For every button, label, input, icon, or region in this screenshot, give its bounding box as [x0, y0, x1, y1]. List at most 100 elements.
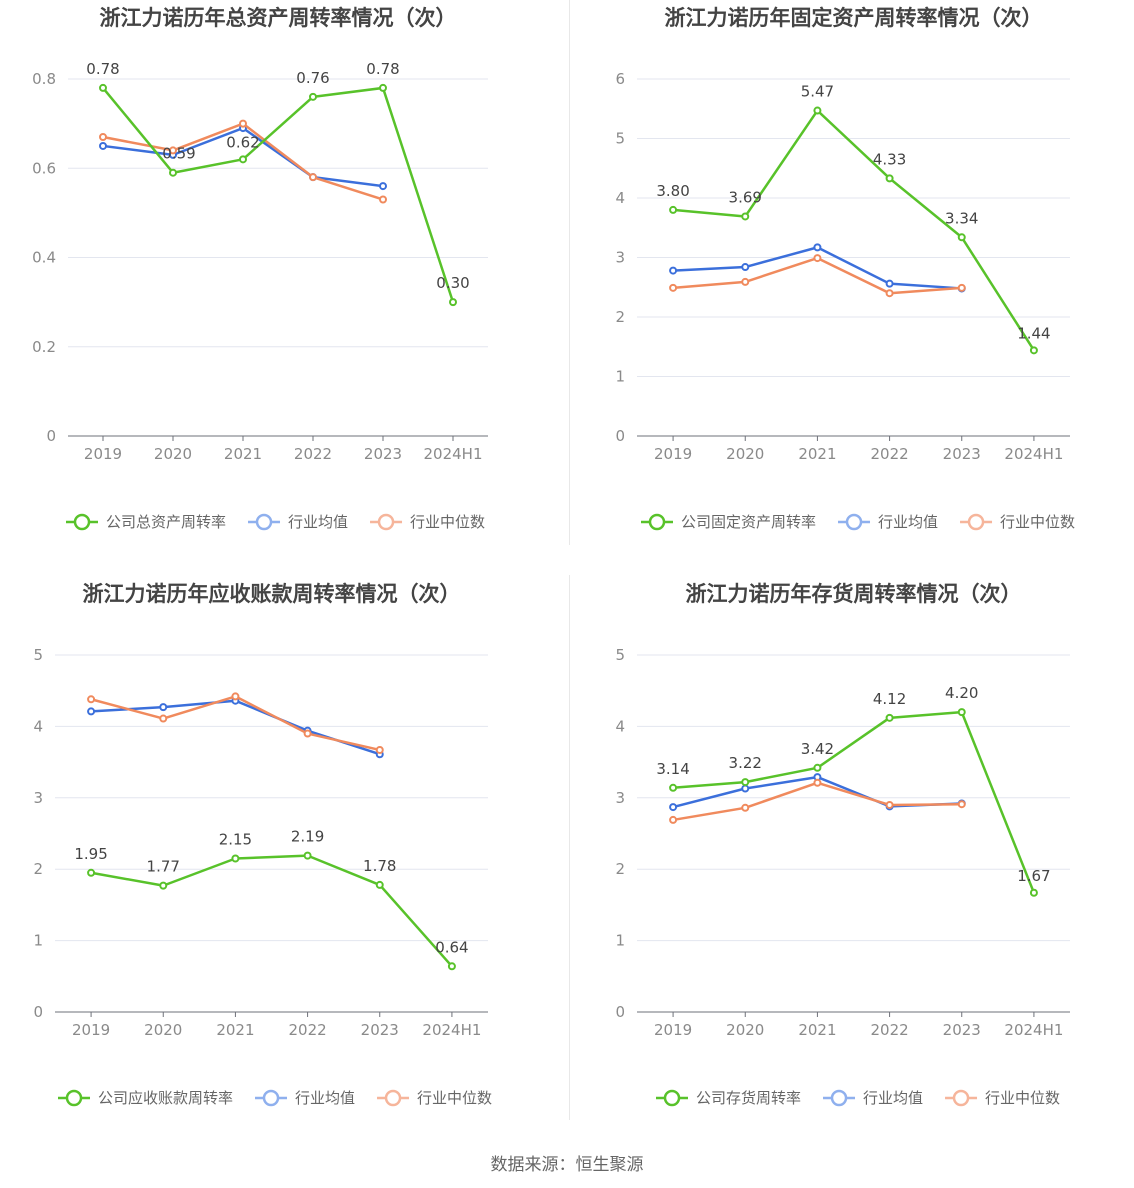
data-source-note: 数据来源：恒生聚源 — [490, 1155, 644, 1175]
legend-label: 公司总资产周转率 — [106, 513, 226, 531]
legend-marker — [663, 1089, 681, 1107]
data-point — [159, 703, 168, 712]
data-point — [885, 174, 894, 183]
data-label: 0.76 — [296, 69, 329, 87]
x-tick-label: 2021 — [798, 1021, 836, 1039]
legend-marker — [73, 513, 91, 531]
legend-label: 行业中位数 — [410, 513, 485, 531]
data-label: 3.69 — [729, 188, 762, 206]
legend-item-0: 公司固定资产周转率 — [641, 513, 816, 531]
data-label: 2.19 — [291, 828, 324, 846]
data-point — [813, 106, 822, 115]
y-tick-label: 2 — [33, 860, 43, 878]
y-tick-label: 4 — [33, 717, 43, 735]
chart-inventory-turnover: 浙江力诺历年存货周转率情况（次） 0 1 2 3 4 5 2019 2020 2021 2022 20… — [567, 575, 1134, 1150]
x-tick-label: 2023 — [361, 1021, 399, 1039]
x-tick-label: 2022 — [288, 1021, 326, 1039]
legend-marker — [952, 1089, 970, 1107]
data-point — [159, 714, 168, 723]
y-tick-label: 1 — [615, 932, 625, 950]
y-tick-label: 1 — [615, 368, 625, 386]
vertical-divider-bottom — [569, 575, 570, 1120]
y-tick-label: 4 — [615, 189, 625, 207]
data-point — [303, 851, 312, 860]
x-tick-label: 2024H1 — [422, 1021, 481, 1039]
x-tick-label: 2020 — [154, 445, 192, 463]
data-point — [669, 205, 678, 214]
data-point — [87, 695, 96, 704]
y-tick-label: 3 — [33, 789, 43, 807]
legend-item-2: 行业中位数 — [370, 513, 485, 531]
x-tick-label: 2020 — [726, 445, 764, 463]
data-point — [957, 233, 966, 242]
data-point — [231, 692, 240, 701]
data-point — [741, 803, 750, 812]
x-tick-label: 2023 — [943, 445, 981, 463]
chart-svg: 浙江力诺历年应收账款周转率情况（次） 0 1 2 3 4 5 2019 2020 2021 2022… — [33, 582, 492, 1107]
x-tick-label: 2023 — [943, 1021, 981, 1039]
data-point — [159, 881, 168, 890]
data-point — [375, 745, 384, 754]
data-point — [741, 784, 750, 793]
series-line-0 — [90, 854, 453, 968]
x-tick-label: 2022 — [870, 445, 908, 463]
legend-marker — [830, 1089, 848, 1107]
x-tick-label: 2021 — [224, 445, 262, 463]
series-line-0 — [672, 109, 1035, 351]
data-point — [669, 283, 678, 292]
legend-marker — [255, 513, 273, 531]
legend-item-2: 行业中位数 — [377, 1089, 492, 1107]
data-point — [813, 243, 822, 252]
legend-item-2: 行业中位数 — [960, 513, 1075, 531]
legend-item-2: 行业中位数 — [945, 1089, 1060, 1107]
data-point — [741, 277, 750, 286]
data-label: 1.44 — [1017, 324, 1050, 342]
data-point — [669, 803, 678, 812]
data-label: 3.34 — [945, 209, 978, 227]
legend-marker — [377, 513, 395, 531]
legend-label: 行业中位数 — [417, 1089, 492, 1107]
legend-item-0: 公司存货周转率 — [656, 1089, 801, 1107]
legend-label: 公司固定资产周转率 — [681, 513, 816, 531]
data-point — [309, 173, 317, 182]
x-tick-label: 2019 — [654, 445, 692, 463]
legend-label: 行业均值 — [863, 1089, 923, 1107]
series-line-1 — [91, 699, 381, 756]
data-label: 0.59 — [162, 145, 195, 163]
series-line-1 — [673, 246, 962, 290]
data-point — [813, 778, 822, 787]
x-tick-label: 2019 — [654, 1021, 692, 1039]
data-label: 1.95 — [74, 845, 107, 863]
chart-title: 浙江力诺历年固定资产周转率情况（次） — [665, 6, 1043, 30]
legend-item-0: 公司应收账款周转率 — [58, 1089, 233, 1107]
data-point — [309, 92, 317, 101]
x-tick-label: 2019 — [72, 1021, 110, 1039]
x-tick-label: 2021 — [798, 445, 836, 463]
legend-marker — [967, 513, 985, 531]
x-tick-label: 2024H1 — [1004, 1021, 1063, 1039]
x-tick-label: 2024H1 — [424, 445, 483, 463]
series-line-2 — [672, 256, 962, 295]
data-label: 0.30 — [436, 274, 469, 292]
data-point — [885, 713, 894, 722]
data-point — [87, 868, 96, 877]
series-line-2 — [672, 781, 962, 822]
legend-marker — [262, 1089, 280, 1107]
data-point — [813, 254, 822, 263]
y-tick-label: 5 — [33, 646, 43, 664]
chart-svg: 浙江力诺历年固定资产周转率情况（次） 0 1 2 3 4 5 6 2019 2020 2021 202… — [615, 6, 1075, 531]
data-point — [447, 962, 456, 971]
data-point — [741, 212, 750, 221]
data-point — [99, 83, 107, 92]
data-point — [885, 800, 894, 809]
legend-label: 行业中位数 — [1000, 513, 1075, 531]
data-label: 0.78 — [366, 60, 399, 78]
legend-item-1: 行业均值 — [255, 1089, 355, 1107]
x-tick-label: 2022 — [870, 1021, 908, 1039]
data-point — [885, 289, 894, 298]
data-point — [957, 800, 966, 809]
y-tick-label: 5 — [615, 646, 625, 664]
chart-svg: 浙江力诺历年总资产周转率情况（次） 0 0.2 0.4 0.6 0.8 2019 2020 20… — [32, 6, 488, 531]
data-point — [1029, 888, 1038, 897]
x-tick-label: 2020 — [726, 1021, 764, 1039]
